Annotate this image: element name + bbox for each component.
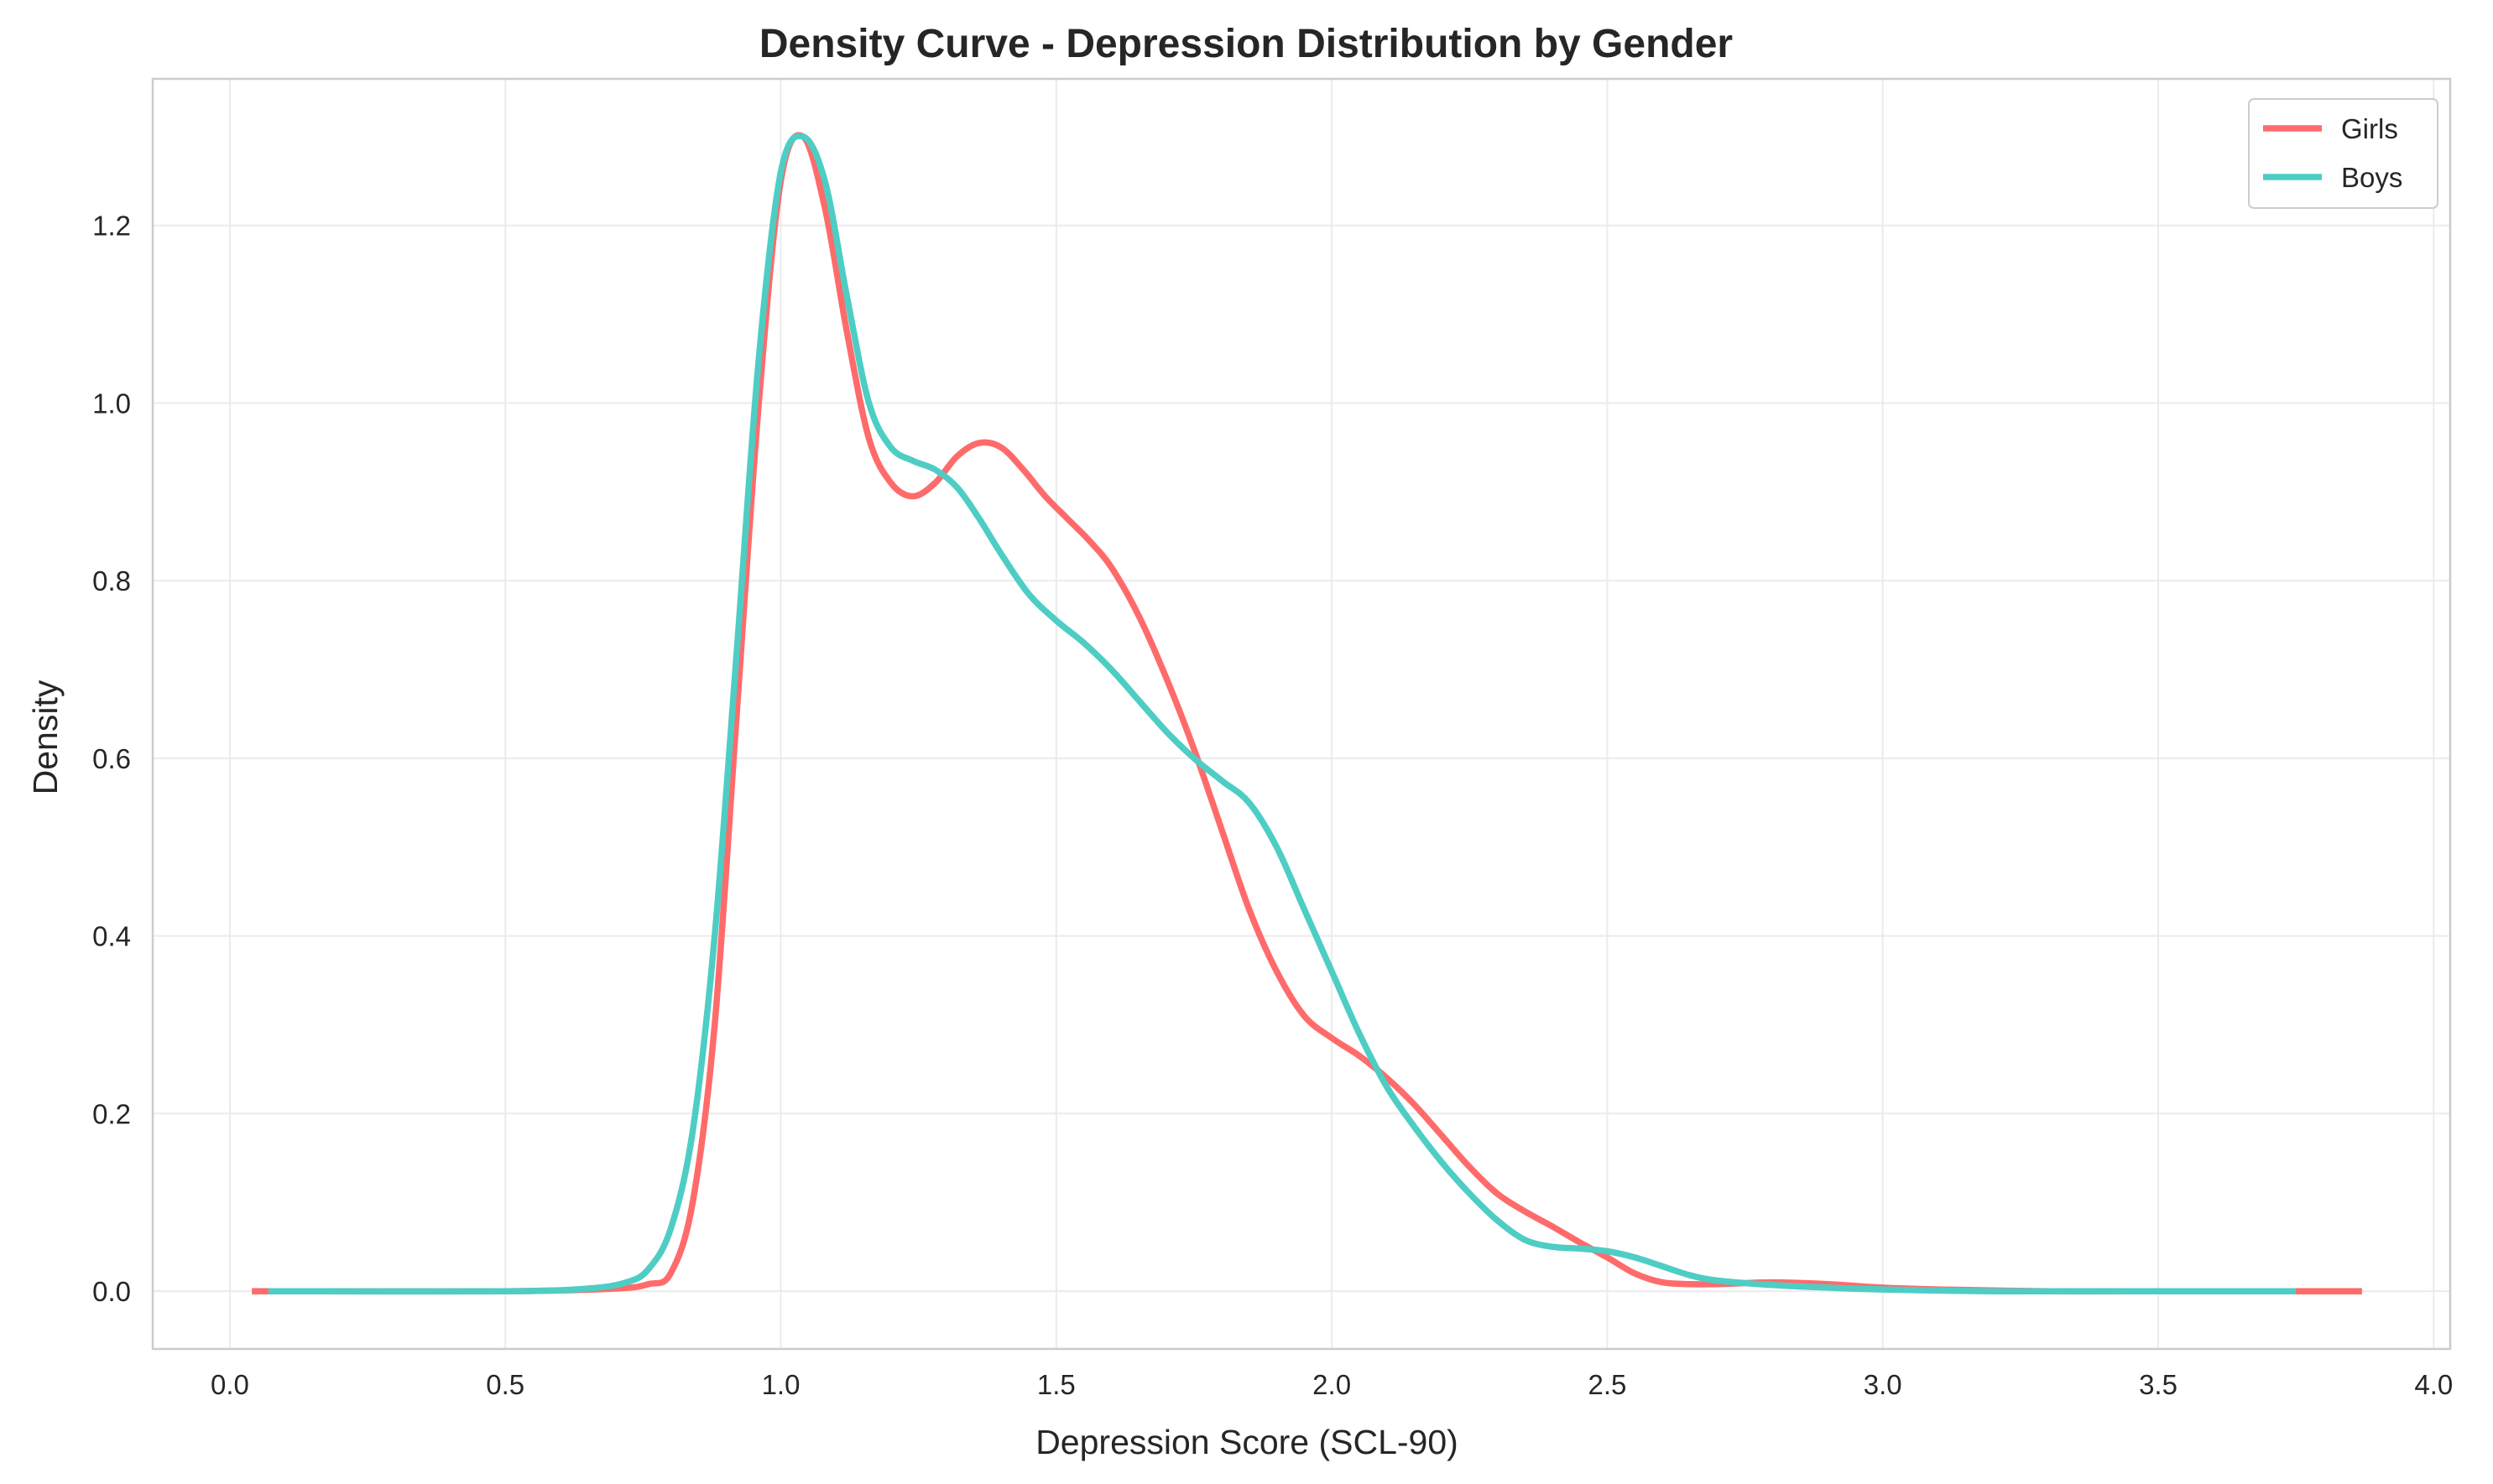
x-tick-label: 0.5 (486, 1369, 524, 1400)
x-tick-label: 1.5 (1037, 1369, 1076, 1400)
y-axis-label: Density (26, 680, 65, 794)
x-tick-label: 2.5 (1588, 1369, 1626, 1400)
y-tick-label: 0.0 (92, 1276, 131, 1307)
x-tick-label: 3.0 (1864, 1369, 1902, 1400)
x-tick-label: 0.0 (211, 1369, 249, 1400)
series-line-boys (268, 133, 2297, 1295)
x-tick-label: 2.0 (1312, 1369, 1351, 1400)
y-tick-label: 0.4 (92, 921, 131, 952)
x-tick-label: 1.0 (762, 1369, 801, 1400)
chart-title: Density Curve - Depression Distribution … (759, 22, 1733, 66)
series-line-girls (252, 132, 2362, 1295)
y-tick-label: 1.2 (92, 211, 131, 242)
series-layer (252, 132, 2362, 1295)
plot-frame (151, 77, 2452, 1351)
y-tick-label: 0.6 (92, 743, 131, 774)
y-tick-label: 1.0 (92, 388, 131, 419)
vertical-gridlines (228, 79, 2435, 1349)
legend: Girls Boys (2248, 98, 2438, 209)
x-tick-label: 4.0 (2414, 1369, 2453, 1400)
y-tick-labels: 0.0 0.2 0.4 0.6 0.8 1.0 1.2 (92, 211, 131, 1307)
y-tick-label: 0.8 (92, 565, 131, 596)
x-axis-label: Depression Score (SCL-90) (1035, 1423, 1458, 1461)
legend-label-boys: Boys (2341, 162, 2402, 193)
y-tick-label: 0.2 (92, 1098, 131, 1129)
x-tick-labels: 0.0 0.5 1.0 1.5 2.0 2.5 3.0 3.5 4.0 (211, 1369, 2453, 1400)
legend-label-girls: Girls (2341, 113, 2398, 144)
x-tick-label: 3.5 (2139, 1369, 2177, 1400)
